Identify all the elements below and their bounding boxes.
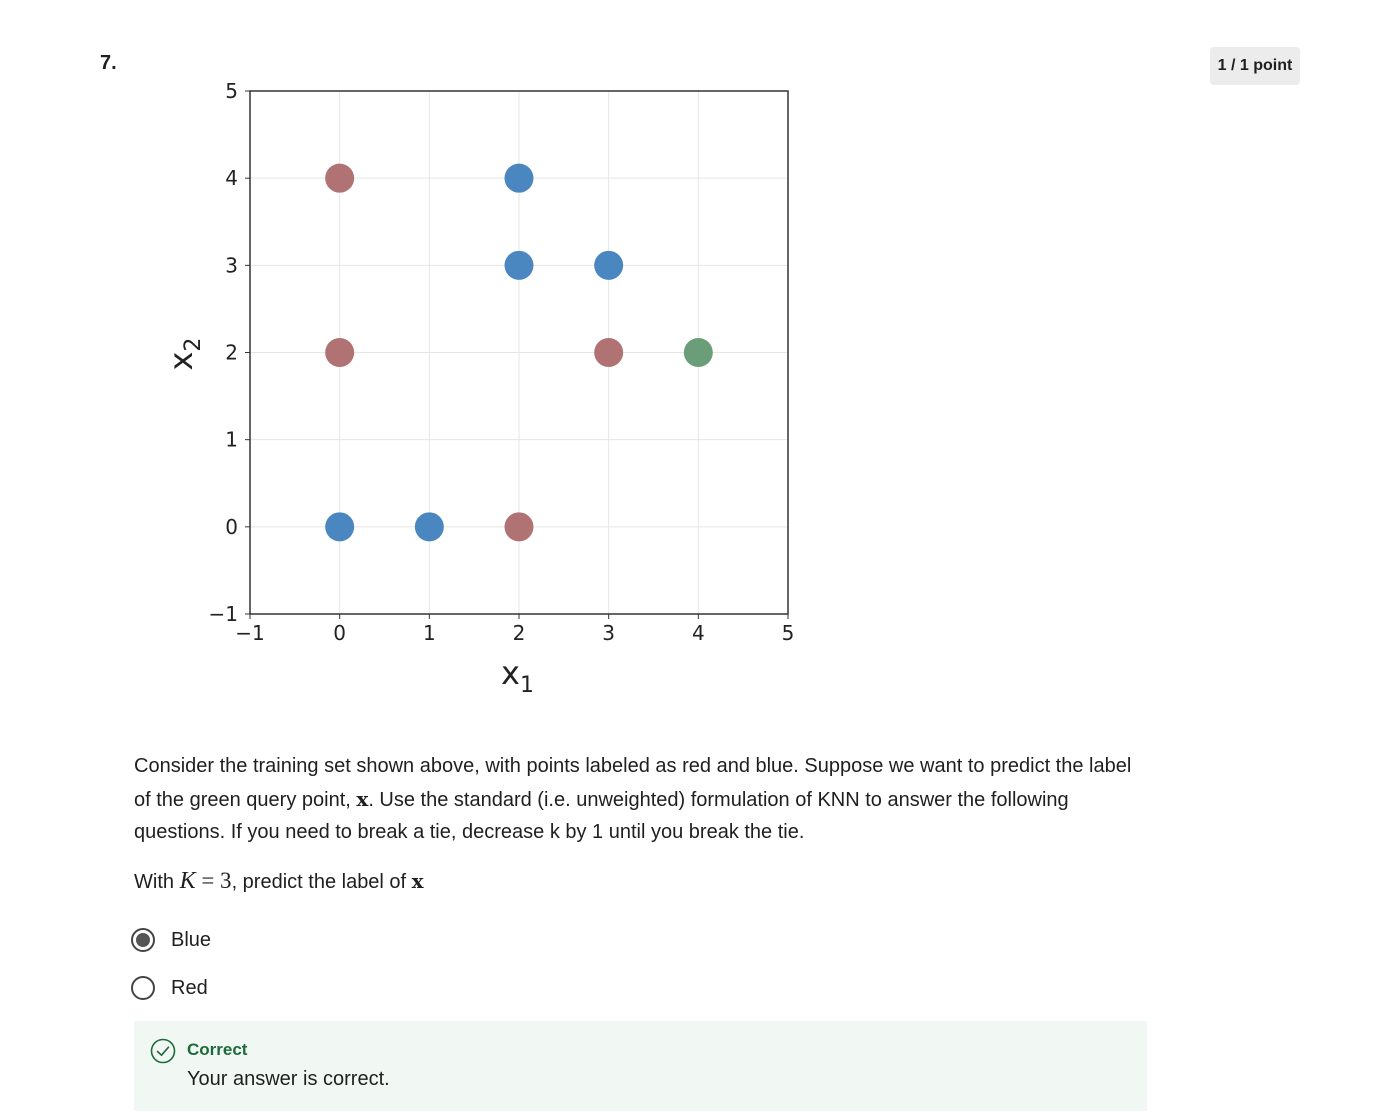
data-point [504, 250, 534, 280]
x-axis-label: x1 [501, 654, 534, 698]
y-tick-label: 3 [225, 253, 238, 277]
x-tick-label: 5 [782, 621, 795, 645]
prompt-part1: Consider the training set shown above, w… [134, 755, 1132, 811]
math-x-vector: x [356, 786, 369, 811]
y-tick-label: 0 [225, 515, 238, 539]
prompt-part2: . Use the standard (i.e. unweighted) for… [134, 788, 1069, 844]
math-k: K [179, 868, 196, 894]
check-circle-icon [150, 1038, 176, 1064]
data-point [683, 338, 713, 367]
x-tick-label: 1 [423, 621, 436, 645]
data-point [325, 338, 355, 367]
feedback-title: Correct [187, 1040, 248, 1059]
math-x-vector-2: x [411, 869, 424, 893]
option-red[interactable]: Red [131, 976, 208, 1000]
ask-middle: , predict the label of [231, 871, 412, 893]
y-tick-label: −1 [209, 602, 238, 626]
option-blue[interactable]: Blue [131, 928, 211, 952]
data-point [504, 512, 534, 542]
question-prompt: Consider the training set shown above, w… [134, 750, 1149, 849]
y-axis-label: x2 [162, 338, 206, 371]
math-eq: = 3 [195, 868, 232, 893]
question-number: 7. [100, 52, 117, 74]
data-point [325, 512, 355, 542]
data-points [325, 163, 713, 542]
x-tick-label: 3 [602, 621, 615, 645]
x-tick-label: −1 [235, 621, 264, 645]
question-ask: With K = 3, predict the label of x [134, 868, 424, 895]
option-label: Red [171, 976, 208, 999]
x-tick-label: 2 [513, 621, 526, 645]
x-tick-label: 0 [333, 621, 346, 645]
option-label: Blue [171, 928, 212, 951]
knn-scatter-plot: −1−1 0 0 1 1 2 2 3 3 4 4 5 5 x1 x2 [162, 79, 795, 698]
ask-prefix: With [134, 871, 180, 893]
x-tick-label: 4 [692, 621, 705, 645]
feedback-message: Your answer is correct. [187, 1068, 390, 1090]
y-tick-label: 1 [225, 428, 238, 452]
y-tick-label: 2 [225, 341, 238, 365]
data-point [594, 250, 624, 280]
y-tick-label: 5 [225, 79, 238, 103]
score-badge: 1 / 1 point [1210, 47, 1300, 85]
data-point [414, 512, 444, 542]
data-point [325, 163, 355, 193]
radio-unselected-icon[interactable] [131, 976, 155, 1000]
feedback-panel: Correct Your answer is correct. [134, 1021, 1147, 1111]
data-point [594, 338, 624, 367]
axis-ticks: −1−1 0 0 1 1 2 2 3 3 4 4 5 5 [209, 79, 795, 645]
y-tick-label: 4 [225, 166, 238, 190]
data-point [504, 163, 534, 193]
radio-selected-icon[interactable] [131, 928, 155, 952]
